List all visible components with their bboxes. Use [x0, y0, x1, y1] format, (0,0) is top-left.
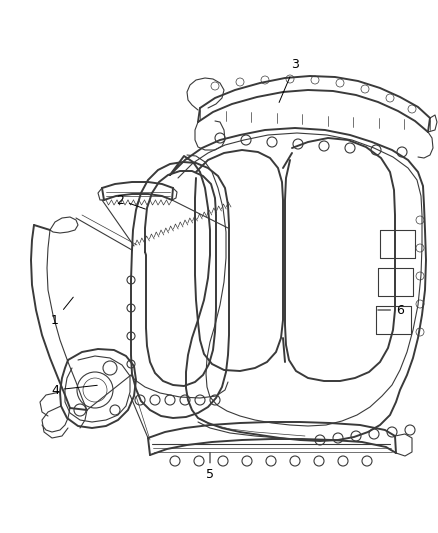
Text: 2: 2: [116, 193, 145, 209]
Text: 4: 4: [51, 384, 97, 397]
Text: 1: 1: [51, 297, 73, 327]
Text: 6: 6: [378, 303, 404, 317]
Text: 5: 5: [206, 453, 214, 481]
Text: 3: 3: [279, 59, 299, 102]
